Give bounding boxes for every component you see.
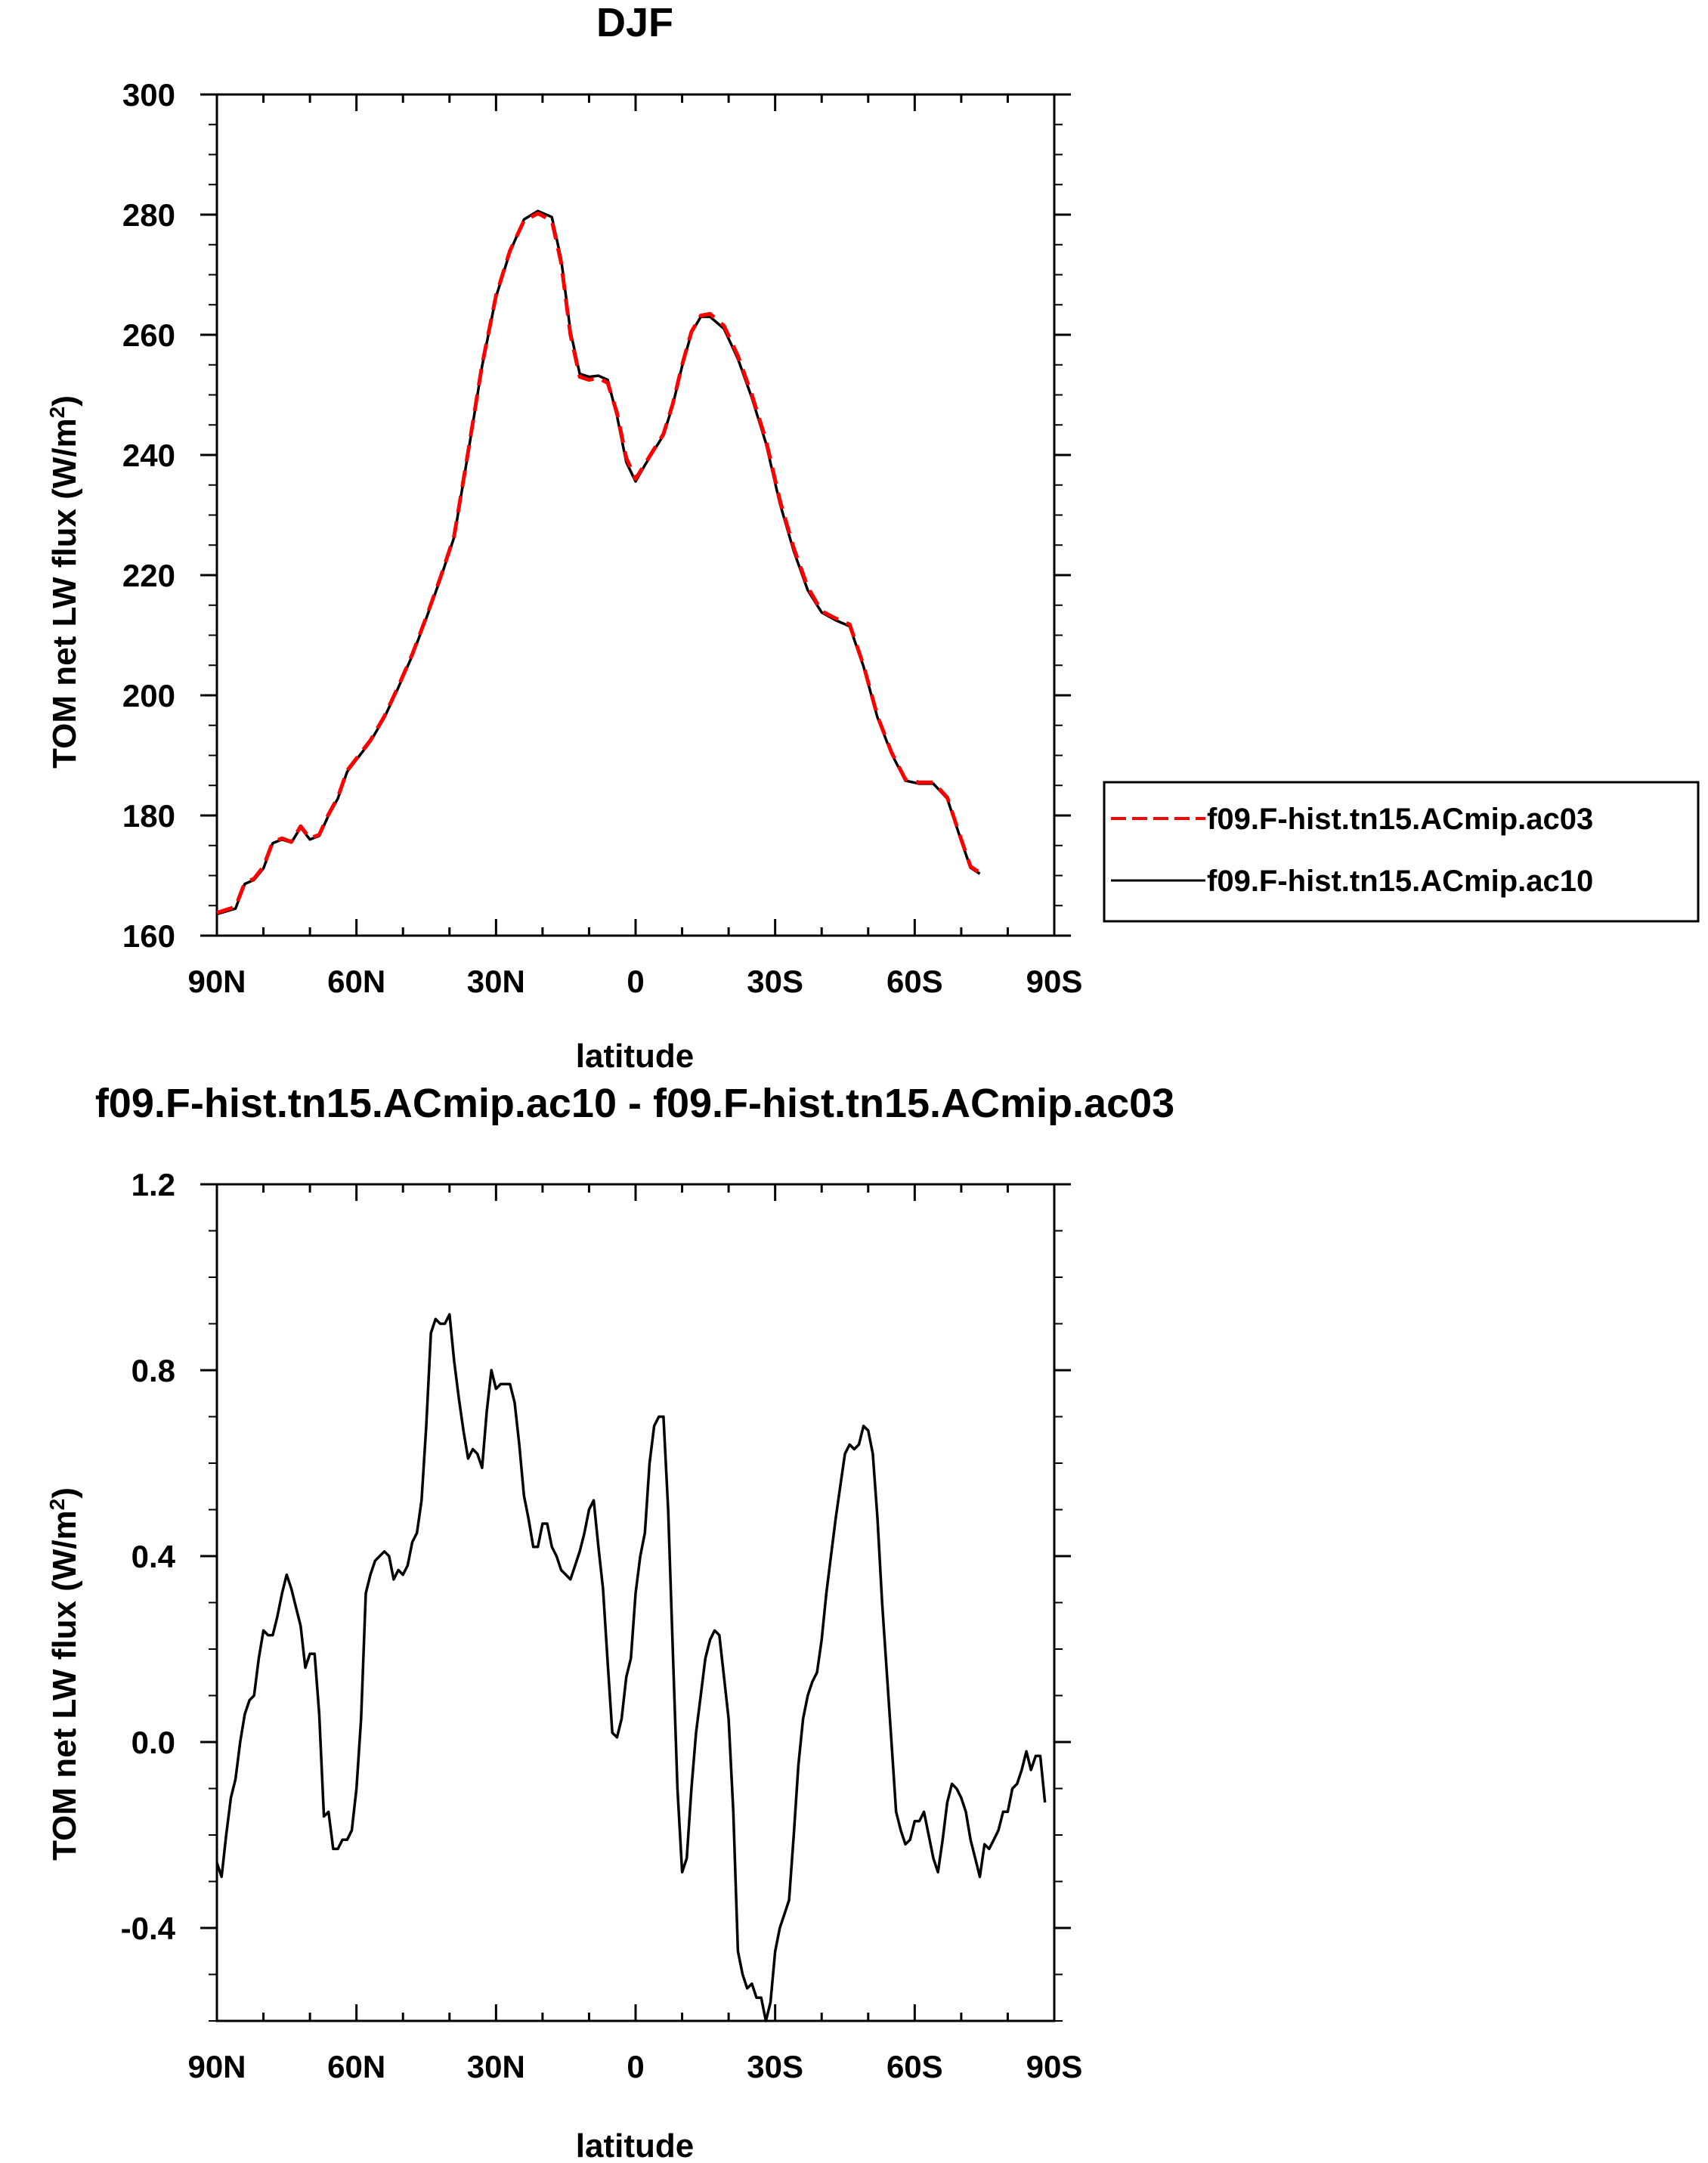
top-chart-axes: 90N 60N 30N 0 30S 60S 90S 160 180 200 220 240 260 280… <box>122 77 1082 999</box>
top-series-line-ac10 <box>216 209 981 916</box>
top-panel-chart: DJF 90N 60N 30N 0 30S 60S 90S 160 180 200 220 240 26… <box>45 0 1700 1075</box>
bottom-y-tick-label: 0.8 <box>132 1353 175 1388</box>
top-chart-series <box>216 209 981 916</box>
bottom-x-tick-label: 90S <box>1026 2049 1083 2084</box>
legend-label-ac10: f09.F-hist.tn15.ACmip.ac10 <box>1207 865 1593 898</box>
top-y-tick-label: 240 <box>122 438 175 473</box>
top-y-tick-label: 300 <box>122 77 175 113</box>
bottom-chart-y-label-end: ) <box>46 1487 83 1499</box>
bottom-series-line-diff <box>215 1313 1047 2022</box>
top-plot-frame <box>215 93 1056 937</box>
bottom-chart-y-label-main: TOM net LW flux (W/m <box>46 1510 83 1861</box>
top-chart-x-label: latitude <box>576 1038 694 1075</box>
top-series-line-ac03 <box>216 211 981 915</box>
bottom-x-tick-label: 0 <box>627 2049 644 2084</box>
top-x-tick-label: 60N <box>327 964 385 999</box>
top-y-tick-label: 220 <box>122 558 175 593</box>
top-y-tick-label: 160 <box>122 918 175 954</box>
top-chart-y-label-main: TOM net LW flux (W/m <box>46 418 83 769</box>
bottom-x-tick-label: 90N <box>187 2049 246 2084</box>
bottom-x-tick-label: 30S <box>747 2049 803 2084</box>
top-x-tick-label: 30S <box>747 964 803 999</box>
top-chart-y-label: TOM net LW flux (W/m2) <box>45 395 84 769</box>
bottom-x-tick-label: 30N <box>467 2049 525 2084</box>
legend-box <box>1103 781 1700 923</box>
bottom-x-tick-label: 60N <box>327 2049 385 2084</box>
bottom-chart-y-label-sup: 2 <box>45 1499 69 1511</box>
bottom-y-tick-label: 1.2 <box>132 1167 175 1202</box>
legend: f09.F-hist.tn15.ACmip.ac03 f09.F-hist.tn… <box>1103 781 1700 923</box>
bottom-chart-axes: 90N 60N 30N 0 30S 60S 90S -0.4 0.0 0.4 0.8 1.2 <box>121 1167 1083 2084</box>
bottom-y-tick-label: 0.4 <box>132 1539 176 1574</box>
bottom-x-tick-label: 60S <box>886 2049 943 2084</box>
bottom-chart-series <box>215 1313 1047 2022</box>
bottom-y-tick-label: -0.4 <box>121 1911 176 1946</box>
top-y-tick-label: 200 <box>122 678 175 713</box>
top-x-tick-label: 30N <box>467 964 525 999</box>
top-x-tick-label: 0 <box>627 964 644 999</box>
legend-label-ac03: f09.F-hist.tn15.ACmip.ac03 <box>1207 803 1593 836</box>
top-x-tick-label: 90N <box>187 964 246 999</box>
top-y-tick-label: 260 <box>122 317 175 353</box>
bottom-chart-title: f09.F-hist.tn15.ACmip.ac10 - f09.F-hist.… <box>95 1081 1174 1126</box>
top-x-tick-label: 60S <box>886 964 943 999</box>
bottom-panel-chart: f09.F-hist.tn15.ACmip.ac10 - f09.F-hist.… <box>45 1081 1175 2163</box>
bottom-y-tick-label: 0.0 <box>132 1725 175 1760</box>
top-chart-title: DJF <box>596 0 673 45</box>
top-chart-y-label-end: ) <box>46 395 83 407</box>
top-y-tick-label: 280 <box>122 197 175 233</box>
top-x-tick-label: 90S <box>1026 964 1083 999</box>
bottom-chart-y-label: TOM net LW flux (W/m2) <box>45 1487 84 1861</box>
top-y-tick-label: 180 <box>122 798 175 834</box>
top-chart-y-label-sup: 2 <box>45 407 69 419</box>
bottom-chart-x-label: latitude <box>576 2127 694 2163</box>
